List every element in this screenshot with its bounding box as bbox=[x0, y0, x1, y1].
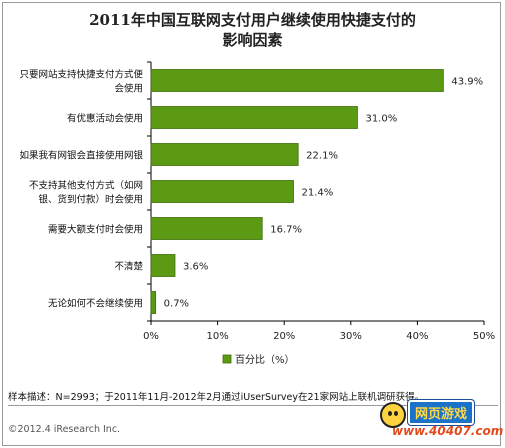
copyright-text: ©2012.4 iResearch Inc. bbox=[8, 424, 121, 435]
brand-watermark: 网页游戏 www.40407.com bbox=[380, 398, 503, 442]
chart-title-line-2: 影响因素 bbox=[222, 31, 283, 49]
value-label: 0.7% bbox=[164, 299, 189, 310]
chart-title-line-1: 2011年中国互联网支付用户继续使用快捷支付的 bbox=[89, 11, 416, 29]
category-label: 如果我有网银会直接使用网银 bbox=[19, 150, 143, 162]
x-tick-label: 10% bbox=[206, 331, 228, 342]
mascot-icon bbox=[380, 402, 406, 428]
x-tick-label: 40% bbox=[406, 331, 428, 342]
x-tick-label: 20% bbox=[273, 331, 295, 342]
bar bbox=[150, 291, 157, 314]
bar bbox=[150, 143, 299, 166]
category-label: 不支持其他支付方式（如网 bbox=[29, 180, 143, 192]
category-label: 需要大额支付时会使用 bbox=[48, 224, 143, 236]
chart-title: 2011年中国互联网支付用户继续使用快捷支付的 影响因素 bbox=[0, 10, 505, 50]
value-label: 43.9% bbox=[451, 77, 483, 88]
x-tick-label: 30% bbox=[340, 331, 362, 342]
chart-frame bbox=[2, 2, 501, 446]
category-label: 会使用 bbox=[114, 83, 143, 95]
value-label: 22.1% bbox=[306, 151, 338, 162]
brand-url: www.40407.com bbox=[392, 424, 504, 438]
x-tick-label: 0% bbox=[143, 331, 159, 342]
legend-swatch bbox=[222, 354, 232, 364]
bar bbox=[150, 217, 263, 240]
footer-divider bbox=[8, 405, 498, 406]
category-label: 只要网站支持快捷支付方式便 bbox=[19, 69, 143, 81]
value-label: 21.4% bbox=[302, 188, 334, 199]
brand-badge: 网页游戏 bbox=[408, 400, 475, 425]
bar bbox=[150, 180, 294, 203]
bar bbox=[150, 69, 444, 92]
bar bbox=[150, 106, 358, 129]
category-label: 无论如何不会继续使用 bbox=[48, 298, 143, 310]
x-tick-label: 50% bbox=[473, 331, 495, 342]
value-label: 31.0% bbox=[365, 114, 397, 125]
category-label: 银、货到付款）时会使用 bbox=[38, 194, 143, 206]
value-label: 3.6% bbox=[183, 262, 208, 273]
bar bbox=[150, 254, 176, 277]
category-label: 有优惠活动会使用 bbox=[67, 113, 143, 125]
value-label: 16.7% bbox=[270, 225, 302, 236]
sample-note: 样本描述：N=2993；于2011年11月-2012年2月通过iUserSurv… bbox=[8, 392, 425, 403]
legend-label: 百分比（%） bbox=[235, 354, 295, 366]
category-label: 不清楚 bbox=[114, 261, 143, 273]
